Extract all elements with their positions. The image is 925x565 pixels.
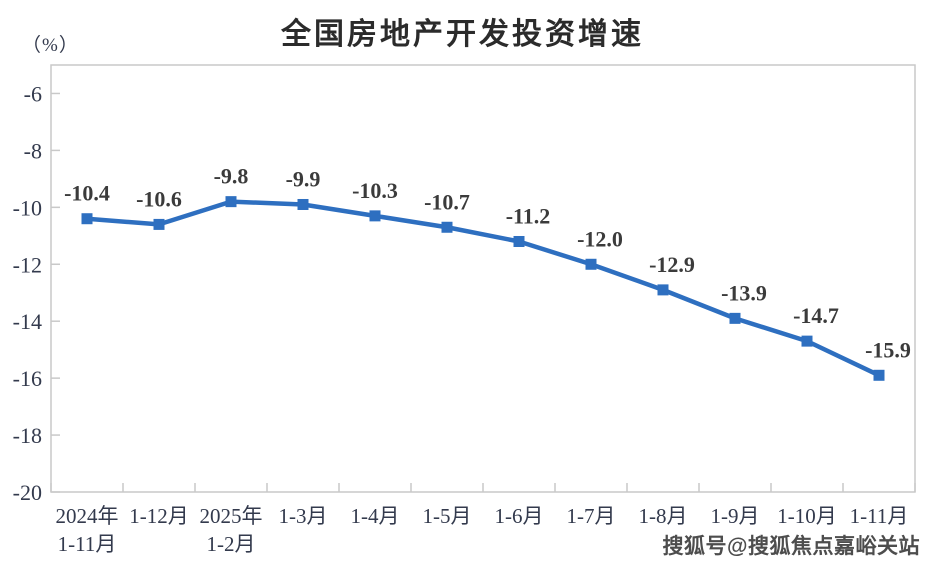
data-point-label: -15.9 <box>865 337 911 362</box>
y-axis-tick-label: -6 <box>24 81 42 106</box>
data-point-label: -9.8 <box>214 164 249 189</box>
y-axis-unit-label: （%） <box>22 35 79 56</box>
x-axis-tick-label: 1-5月 <box>423 504 472 528</box>
y-axis-tick-label: -10 <box>13 195 42 220</box>
data-point-label: -14.7 <box>793 303 839 328</box>
data-point-label: -10.3 <box>352 178 398 203</box>
x-axis-tick-label: 1-2月 <box>207 532 256 556</box>
data-point-marker <box>441 221 453 233</box>
data-point-marker <box>369 210 381 222</box>
y-axis-tick-label: -12 <box>13 252 42 277</box>
x-axis-tick-label: 2025年 <box>200 504 263 528</box>
x-axis-tick-label: 1-12月 <box>129 504 189 528</box>
x-axis-tick-label: 1-7月 <box>567 504 616 528</box>
series-line <box>84 199 882 378</box>
data-point-marker <box>585 258 597 270</box>
x-axis-tick-label: 1-11月 <box>58 532 117 556</box>
x-axis-tick-label: 2024年 <box>56 504 119 528</box>
data-point-marker <box>81 213 93 225</box>
x-axis-tick-label: 1-3月 <box>279 504 328 528</box>
data-point-label: -10.7 <box>424 189 470 214</box>
x-axis-tick-label: 1-9月 <box>711 504 760 528</box>
x-axis-tick-label: 1-11月 <box>850 504 909 528</box>
data-point-label: -12.9 <box>649 252 695 277</box>
watermark: 搜狐号@搜狐焦点嘉峪关站 <box>662 535 920 558</box>
y-axis-tick-label: -8 <box>24 138 42 163</box>
data-point-label: -10.4 <box>64 181 110 206</box>
data-point-marker <box>153 218 165 230</box>
data-point-label: -12.0 <box>577 226 623 251</box>
x-axis-tick-label: 1-8月 <box>639 504 688 528</box>
data-point-marker <box>297 198 309 210</box>
y-axis-tick-label: -14 <box>13 309 42 334</box>
data-point-marker <box>801 335 813 347</box>
data-point-marker <box>729 312 741 324</box>
data-point-marker <box>513 235 525 247</box>
data-point-label: -9.9 <box>286 166 321 191</box>
y-axis-tick-label: -18 <box>13 423 42 448</box>
y-axis-tick-label: -20 <box>13 480 42 505</box>
chart-title: 全国房地产开发投资增速 <box>281 18 644 51</box>
x-axis-tick-label: 1-10月 <box>777 504 837 528</box>
data-point-marker <box>873 369 885 381</box>
data-point-marker <box>657 284 669 296</box>
plot-frame <box>50 64 916 493</box>
y-axis-tick-label: -16 <box>13 366 42 391</box>
data-point-marker <box>225 196 237 208</box>
data-point-label: -10.6 <box>136 186 182 211</box>
data-point-label: -13.9 <box>721 280 767 305</box>
x-axis-tick-label: 1-4月 <box>351 504 400 528</box>
x-axis-tick-label: 1-6月 <box>495 504 544 528</box>
data-point-label: -11.2 <box>506 203 551 228</box>
